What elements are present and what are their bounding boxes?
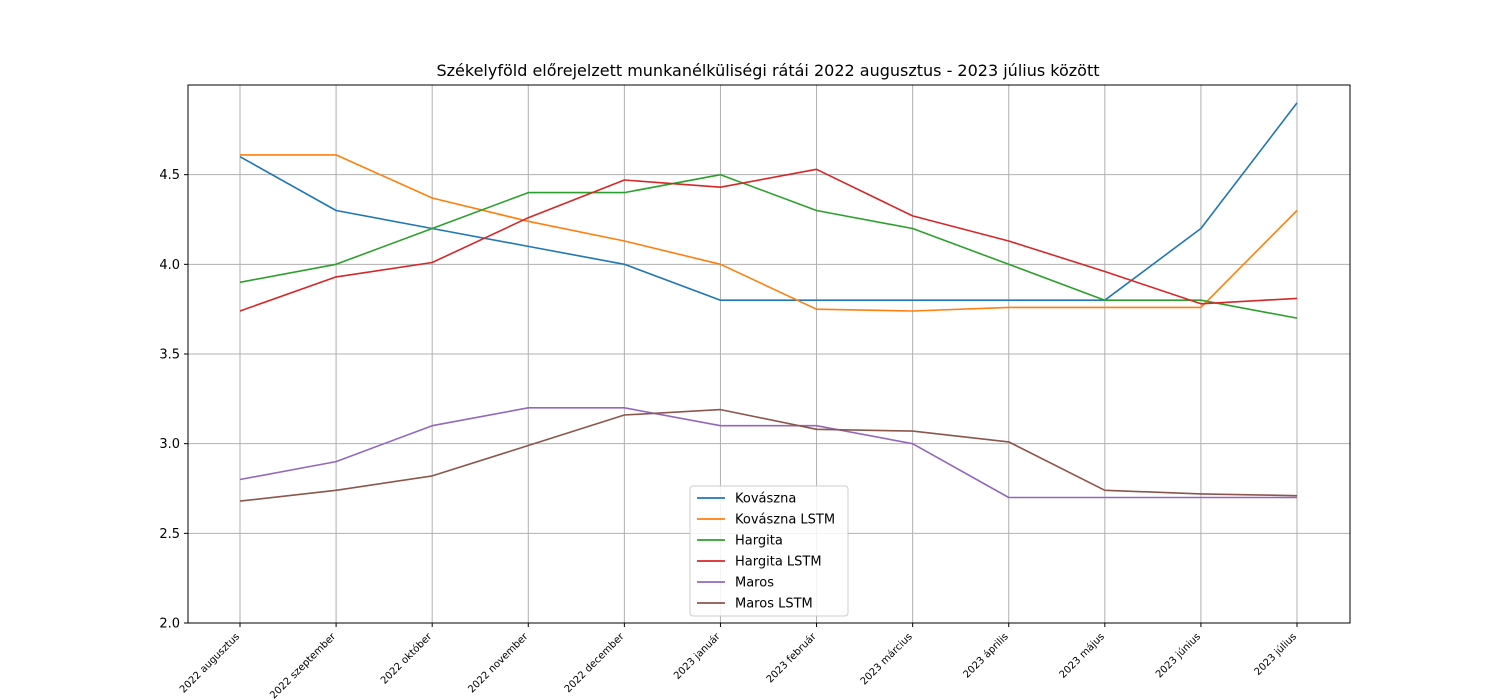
x-tick-label: 2023 január <box>671 630 723 682</box>
y-tick-label: 4.5 <box>159 168 180 183</box>
series-lines <box>239 102 1298 502</box>
series-line-4 <box>239 406 1297 499</box>
series-line-3 <box>239 168 1298 312</box>
x-tick-label: 2023 március <box>858 631 915 688</box>
series-line-0 <box>239 102 1298 302</box>
x-tick-label: 2023 május <box>1057 631 1107 681</box>
y-tick-label: 4.0 <box>159 258 180 273</box>
legend-label: Kovászna LSTM <box>735 513 835 528</box>
x-tick-label: 2022 augusztus <box>178 631 242 695</box>
x-tick-label: 2022 október <box>378 630 435 687</box>
y-tick-label: 3.0 <box>159 437 180 452</box>
chart-title: Székelyföld előrejelzett munkanélküliség… <box>436 61 1099 80</box>
x-tick-label: 2023 június <box>1153 631 1203 681</box>
legend-label: Hargita <box>735 534 783 549</box>
legend-label: Maros LSTM <box>735 597 813 612</box>
y-tick-label: 2.5 <box>159 527 180 542</box>
plot-frame <box>187 84 1351 624</box>
x-tick-label: 2022 december <box>563 631 627 695</box>
legend-label: Hargita LSTM <box>735 555 822 570</box>
legend-box <box>689 485 849 617</box>
x-tick-label: 2022 november <box>466 631 531 696</box>
x-tick-label: 2022 szeptember <box>268 631 339 700</box>
x-tick-label: 2023 április <box>961 631 1011 681</box>
y-tick-label: 2.0 <box>159 617 180 632</box>
series-line-5 <box>239 408 1298 502</box>
y-tick-label: 3.5 <box>159 348 180 363</box>
legend-label: Kovászna <box>735 492 796 507</box>
legend: Kovászna Kovászna LSTM Hargita Hargita LSTM… <box>689 485 849 617</box>
legend-label: Maros <box>735 576 774 591</box>
axes: 2022 augusztus 2022 szeptember 2022 októbe… <box>159 168 1299 700</box>
x-tick-label: 2023 február <box>764 630 819 685</box>
series-line-2 <box>239 173 1298 319</box>
series-line-1 <box>240 154 1298 312</box>
x-tick-label: 2023 július <box>1252 631 1299 678</box>
